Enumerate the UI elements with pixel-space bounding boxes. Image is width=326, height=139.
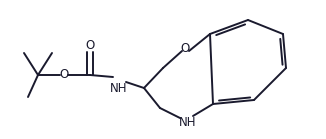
Text: O: O (59, 69, 69, 81)
Text: NH: NH (110, 81, 128, 95)
Text: O: O (85, 39, 95, 52)
Text: O: O (180, 42, 190, 54)
Text: NH: NH (179, 116, 197, 130)
